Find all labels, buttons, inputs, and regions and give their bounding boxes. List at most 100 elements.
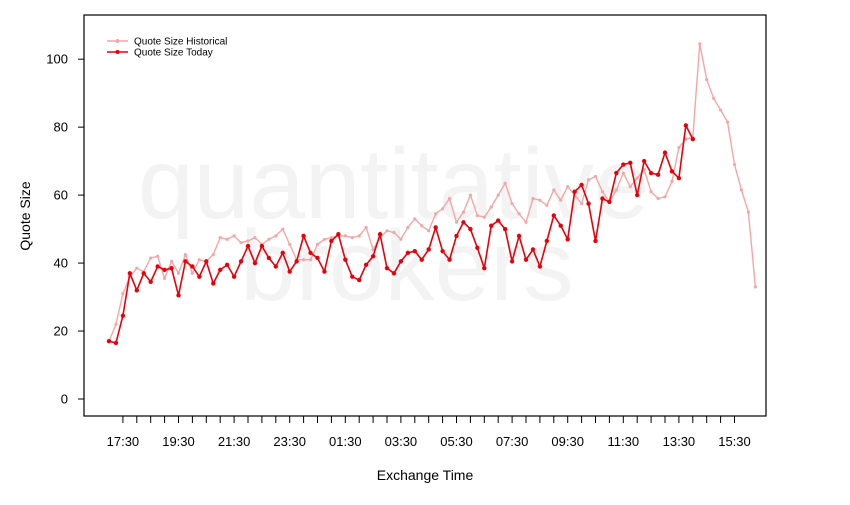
data-point — [566, 185, 570, 189]
series-historical — [107, 42, 757, 343]
data-point — [502, 226, 508, 232]
data-point — [545, 203, 549, 207]
data-point — [190, 264, 195, 269]
data-point — [655, 172, 661, 177]
data-point — [252, 260, 258, 266]
series-line — [108, 43, 757, 342]
x-tick-label: 23:30 — [273, 434, 306, 449]
data-point — [169, 259, 174, 263]
data-point — [426, 247, 431, 252]
data-point — [572, 189, 577, 194]
data-point — [551, 213, 556, 218]
data-point — [586, 178, 591, 182]
data-point — [621, 171, 625, 175]
data-point — [662, 150, 668, 155]
data-point — [302, 258, 306, 262]
data-point — [725, 120, 730, 124]
y-axis-title: Quote Size — [17, 181, 33, 250]
legend-marker — [115, 39, 120, 43]
data-point — [489, 223, 494, 228]
data-point — [530, 247, 536, 252]
data-point — [621, 162, 626, 167]
data-point — [509, 259, 515, 264]
data-point — [127, 271, 133, 276]
series-layer — [106, 42, 757, 346]
data-point — [648, 170, 654, 176]
data-point — [336, 231, 341, 237]
data-point — [544, 238, 550, 244]
data-point — [670, 179, 674, 184]
data-point — [663, 195, 667, 199]
data-point — [516, 233, 522, 239]
data-point — [690, 136, 695, 142]
data-point — [343, 234, 347, 238]
data-point — [288, 242, 292, 246]
data-point — [684, 137, 688, 141]
data-point — [559, 198, 563, 202]
data-point — [628, 160, 633, 166]
y-tick-label: 60 — [54, 188, 68, 203]
data-point — [677, 145, 681, 150]
data-point — [135, 266, 139, 270]
data-point — [517, 212, 521, 216]
data-point — [329, 238, 334, 244]
x-tick-label: 21:30 — [218, 434, 251, 449]
data-point — [614, 188, 618, 192]
data-point — [454, 220, 459, 224]
data-point — [225, 237, 229, 241]
data-point — [329, 235, 333, 240]
x-tick-label: 01:30 — [329, 434, 362, 449]
data-point — [419, 257, 424, 262]
data-point — [197, 258, 201, 262]
y-tick-label: 20 — [54, 324, 68, 339]
x-tick-label: 05:30 — [440, 434, 473, 449]
data-point — [190, 271, 194, 275]
data-point — [211, 281, 216, 286]
data-point — [537, 264, 543, 269]
data-point — [218, 235, 222, 240]
data-point — [753, 285, 757, 289]
data-point — [245, 243, 251, 249]
data-point — [343, 257, 348, 262]
data-point — [398, 259, 404, 264]
data-point — [301, 233, 306, 239]
data-point — [259, 243, 265, 249]
data-point — [231, 274, 237, 279]
data-point — [712, 96, 716, 100]
data-point — [121, 292, 125, 296]
data-point — [149, 256, 153, 260]
plot-frame — [83, 14, 767, 417]
y-tick-label: 80 — [54, 120, 68, 135]
data-point — [273, 264, 278, 269]
data-point — [607, 199, 612, 205]
watermark: quantitative brokers — [138, 128, 649, 322]
data-point — [656, 196, 660, 201]
data-point — [308, 250, 313, 256]
data-point — [155, 264, 160, 269]
data-point — [413, 217, 417, 221]
data-point — [732, 162, 737, 167]
data-point — [461, 210, 466, 214]
data-point — [538, 198, 542, 202]
data-point — [454, 233, 459, 239]
data-point — [224, 262, 230, 267]
data-point — [114, 322, 118, 326]
data-point — [698, 42, 702, 46]
data-point — [197, 274, 202, 279]
data-point — [580, 202, 584, 206]
data-point — [635, 176, 639, 180]
data-point — [496, 218, 501, 223]
x-tick-label: 15:30 — [718, 434, 751, 449]
data-point — [503, 181, 507, 185]
legend-marker — [115, 50, 120, 54]
data-point — [176, 271, 181, 275]
data-point — [315, 242, 320, 246]
x-tick-label: 13:30 — [663, 434, 696, 449]
data-point — [552, 188, 556, 192]
data-point — [350, 274, 355, 279]
data-point — [141, 271, 146, 276]
data-point — [600, 190, 605, 194]
